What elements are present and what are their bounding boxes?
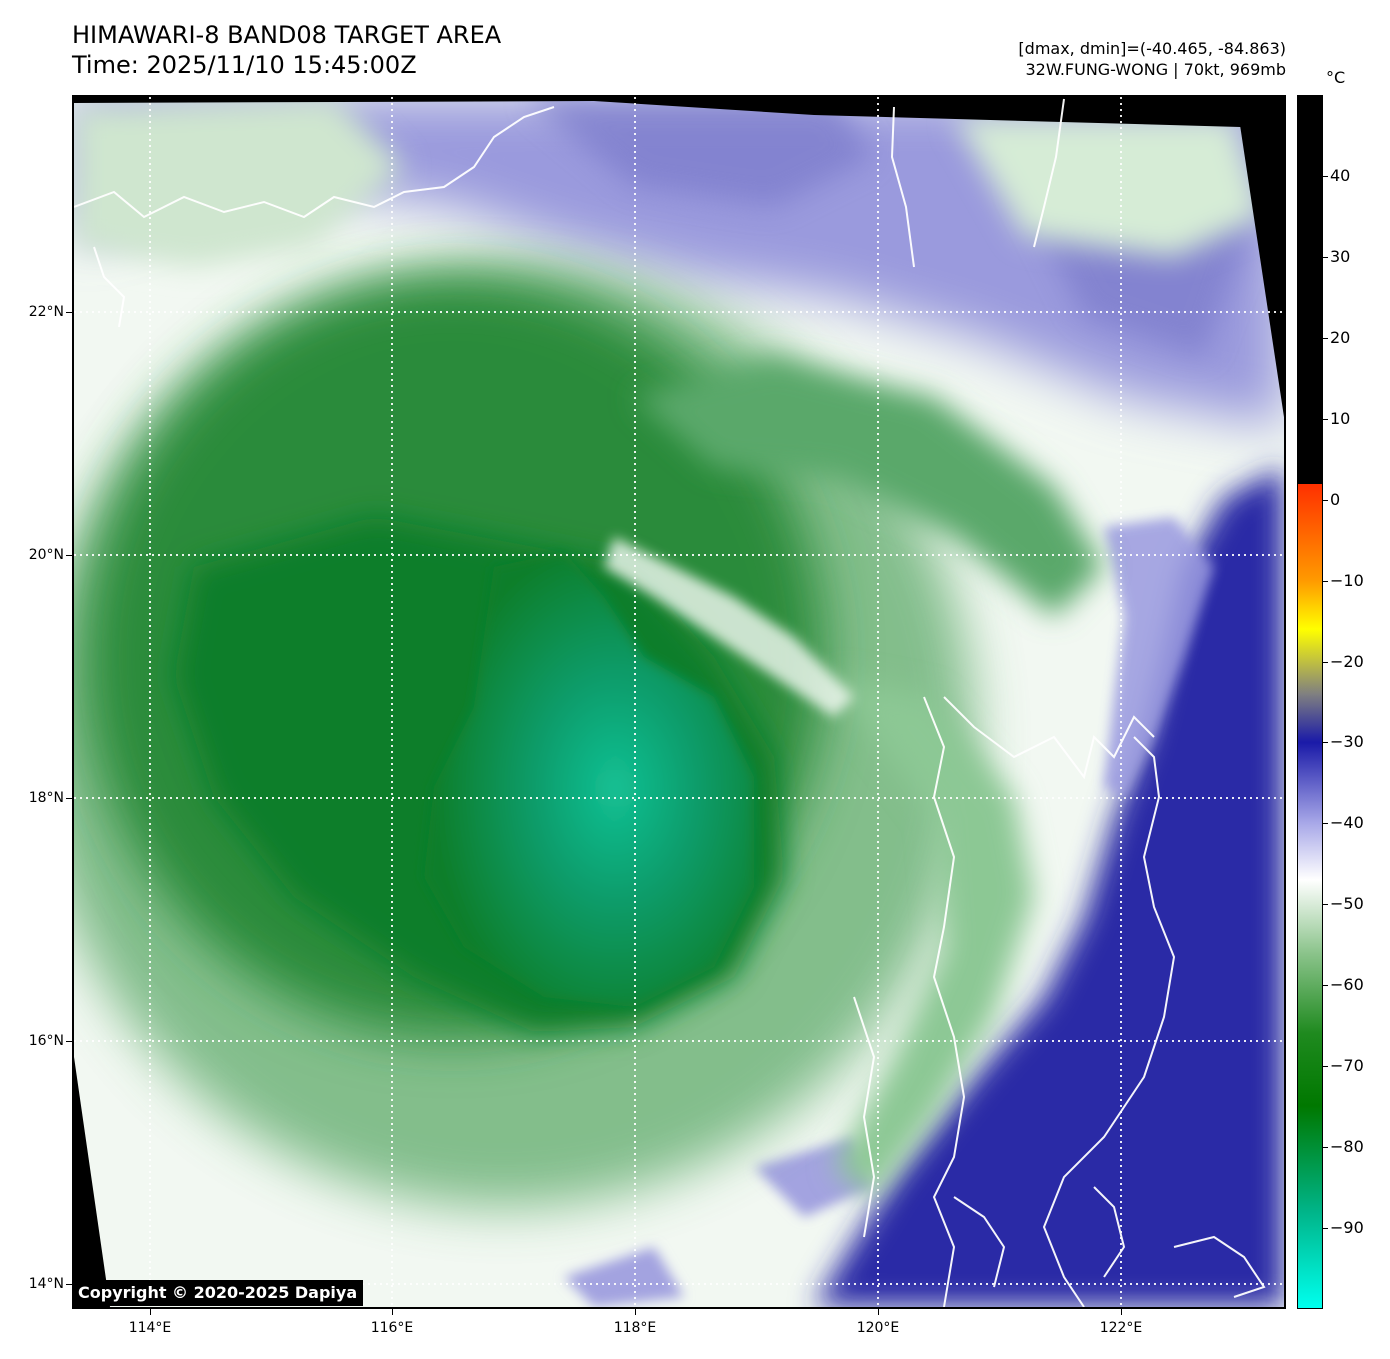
colorbar-tick-label: −60 <box>1330 975 1364 995</box>
colorbar-tick <box>1323 742 1328 744</box>
east-rainband <box>834 677 1034 1197</box>
lon-tick <box>878 1309 879 1315</box>
colorbar-tick <box>1323 1228 1328 1230</box>
storm-info: 32W.FUNG-WONG | 70kt, 969mb <box>1025 60 1286 79</box>
image-title: HIMAWARI-8 BAND08 TARGET AREA <box>72 21 502 49</box>
colorbar-tick <box>1323 1147 1328 1149</box>
graticule <box>74 97 1284 1307</box>
lon-tick <box>392 1309 393 1315</box>
dmax-dmin-readout: [dmax, dmin]=(-40.465, -84.863) <box>1018 39 1286 58</box>
colorbar-tick-label: −30 <box>1330 732 1364 752</box>
eastern-cirrus-edge <box>1104 517 1214 797</box>
image-timestamp: Time: 2025/11/10 15:45:00Z <box>72 51 417 79</box>
lon-label-116: 116°E <box>370 1320 414 1336</box>
lat-label-22: 22°N <box>28 304 64 320</box>
satellite-imagery <box>74 97 1284 1307</box>
lat-label-16: 16°N <box>28 1033 64 1049</box>
colorbar-tick-label: −80 <box>1330 1137 1364 1157</box>
colorbar-tick-label: 0 <box>1330 489 1341 509</box>
colorbar-tick-label: −10 <box>1330 570 1364 590</box>
colorbar-tick-label: −70 <box>1330 1056 1364 1076</box>
colorbar-tick-label: −50 <box>1330 894 1364 914</box>
off-disk-right <box>1240 125 1284 417</box>
coastlines <box>74 98 1266 1307</box>
lon-label-114: 114°E <box>128 1320 172 1336</box>
lon-label-122: 122°E <box>1099 1320 1143 1336</box>
temperature-colorbar <box>1297 95 1323 1309</box>
northwest-clouds <box>74 97 404 267</box>
colorbar-tick <box>1323 580 1328 582</box>
satellite-map <box>72 95 1286 1309</box>
colorbar-tick <box>1323 985 1328 987</box>
colorbar-tick-label: 40 <box>1330 165 1351 185</box>
northeast-feeder-band <box>634 357 1104 617</box>
off-disk-top-strip <box>74 97 1284 127</box>
colorbar-tick <box>1323 499 1328 501</box>
colorbar-unit: °C <box>1326 68 1346 87</box>
coldest-cloud-tops <box>424 552 754 1007</box>
colorbar-tick-label: −40 <box>1330 813 1364 833</box>
title-block: HIMAWARI-8 BAND08 TARGET AREA Time: 2025… <box>72 20 501 80</box>
lat-tick <box>66 312 72 313</box>
colorbar-tick <box>1323 256 1328 258</box>
colorbar-tick-label: 30 <box>1330 246 1351 266</box>
lat-label-14: 14°N <box>28 1276 64 1292</box>
off-disk-left <box>74 1057 110 1307</box>
lat-label-18: 18°N <box>28 790 64 806</box>
colorbar-tick <box>1323 418 1328 420</box>
southern-cirrus-patches <box>564 1137 874 1307</box>
lon-label-120: 120°E <box>856 1320 900 1336</box>
storm-info-block: [dmax, dmin]=(-40.465, -84.863) 32W.FUNG… <box>1018 38 1286 80</box>
colorbar-tick-label: 20 <box>1330 327 1351 347</box>
colorbar-tick <box>1323 337 1328 339</box>
colorbar-tick-label: 10 <box>1330 408 1351 428</box>
colorbar-tick-label: −90 <box>1330 1218 1364 1238</box>
lat-tick <box>66 1284 72 1285</box>
lat-tick <box>66 798 72 799</box>
northeast-clouds <box>954 117 1264 257</box>
lon-tick <box>635 1309 636 1315</box>
lon-tick <box>1121 1309 1122 1315</box>
colorbar-tick <box>1323 175 1328 177</box>
colorbar-tick-label: −20 <box>1330 651 1364 671</box>
lat-tick <box>66 555 72 556</box>
colorbar-tick <box>1323 1066 1328 1068</box>
colorbar-tick <box>1323 904 1328 906</box>
cdo-northern-edge <box>604 537 854 717</box>
lon-tick <box>150 1309 151 1315</box>
colorbar-tick <box>1323 661 1328 663</box>
north-cirrus-strands <box>524 97 1254 357</box>
lon-label-118: 118°E <box>613 1320 657 1336</box>
lat-tick <box>66 1041 72 1042</box>
colorbar-tick <box>1323 823 1328 825</box>
lat-label-20: 20°N <box>28 547 64 563</box>
copyright-badge: Copyright © 2020-2025 Dapiya <box>74 1280 364 1306</box>
